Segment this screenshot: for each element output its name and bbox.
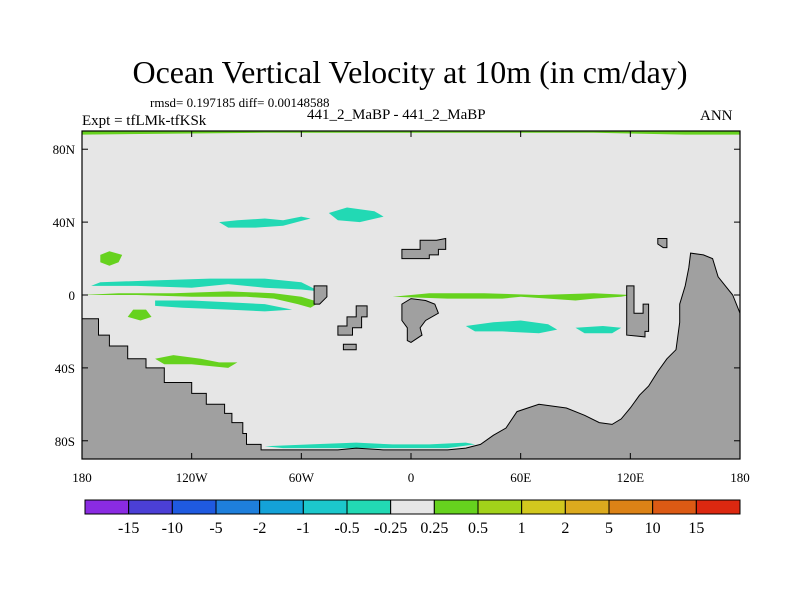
colorbar-label: -5 xyxy=(209,520,222,537)
colorbar-label: 15 xyxy=(688,520,704,537)
colorbar-swatch xyxy=(215,499,261,515)
y-tick-label: 80N xyxy=(53,142,76,157)
region-land xyxy=(657,238,668,249)
colorbar-label: -1 xyxy=(297,520,310,537)
region-positive xyxy=(392,293,631,301)
x-tick-label: 120W xyxy=(176,470,209,485)
colorbar-label: -0.5 xyxy=(334,520,359,537)
x-axis: 180 120W 60W 0 60E 120E 180 xyxy=(72,131,750,485)
x-tick-label: 180 xyxy=(730,470,750,485)
region-positive xyxy=(82,291,320,308)
region-negative xyxy=(155,300,293,312)
region-positive xyxy=(127,309,152,321)
colorbar-swatch xyxy=(302,499,348,515)
colorbar-label: -2 xyxy=(253,520,266,537)
region-land xyxy=(313,285,328,305)
region-land xyxy=(401,237,447,260)
colorbar-swatch xyxy=(695,499,741,515)
colorbar-swatch xyxy=(171,499,217,515)
region-land xyxy=(626,285,650,338)
colorbar-swatch xyxy=(128,499,173,515)
colorbar-label: -0.25 xyxy=(374,520,407,537)
region-negative xyxy=(575,326,622,334)
region-negative xyxy=(328,207,384,223)
colorbar-swatch xyxy=(652,499,697,515)
colorbar-label: 10 xyxy=(645,520,661,537)
colorbar-swatch xyxy=(346,499,392,515)
x-tick-label: 60E xyxy=(510,470,531,485)
colorbar-label: -10 xyxy=(162,520,183,537)
colorbar-swatch xyxy=(608,499,654,515)
colorbar-label: -15 xyxy=(118,520,139,537)
y-axis: 80N 40N 0 40S 80S xyxy=(53,142,740,449)
colorbar-swatch xyxy=(84,499,130,515)
y-tick-label: 80S xyxy=(55,434,75,449)
y-tick-label: 40S xyxy=(55,361,75,376)
region-negative xyxy=(264,442,475,449)
period-label: ANN xyxy=(700,108,733,124)
colorbar-swatch xyxy=(564,499,610,515)
rmsd-label: rmsd= 0.197185 diff= 0.00148588 xyxy=(150,95,330,110)
colorbar-swatch xyxy=(477,499,523,515)
region-land xyxy=(401,298,440,343)
x-tick-label: 60W xyxy=(289,470,315,485)
colorbar-label: 2 xyxy=(561,520,569,537)
region-positive xyxy=(100,251,123,266)
colorbar: -15 -10 -5 -2 -1 -0.5 -0.25 0.25 0.5 1 2 5 10 15 xyxy=(84,499,741,537)
region-positive xyxy=(155,355,238,368)
colorbar-label: 5 xyxy=(605,520,613,537)
region-land xyxy=(337,305,368,336)
colorbar-swatch xyxy=(521,499,566,515)
colorbar-label: 0.25 xyxy=(420,520,448,537)
chart-title: Ocean Vertical Velocity at 10m (in cm/da… xyxy=(132,54,688,90)
region-negative xyxy=(465,320,558,334)
comparison-label: 441_2_MaBP - 441_2_MaBP xyxy=(307,107,486,123)
region-land xyxy=(342,343,357,351)
x-tick-label: 180 xyxy=(72,470,92,485)
region-negative xyxy=(219,216,311,228)
colorbar-label: 1 xyxy=(518,520,526,537)
colorbar-swatch xyxy=(390,499,435,515)
y-tick-label: 40N xyxy=(53,215,76,230)
x-tick-label: 0 xyxy=(408,470,415,485)
experiment-label: Expt = tfLMk-tfKSk xyxy=(82,113,207,129)
colorbar-swatch xyxy=(433,499,479,515)
colorbar-label: 0.5 xyxy=(468,520,488,537)
y-tick-label: 0 xyxy=(69,288,76,303)
colorbar-swatch xyxy=(259,499,304,515)
region-land xyxy=(82,252,740,459)
x-tick-label: 120E xyxy=(617,470,645,485)
region-negative xyxy=(91,278,320,292)
